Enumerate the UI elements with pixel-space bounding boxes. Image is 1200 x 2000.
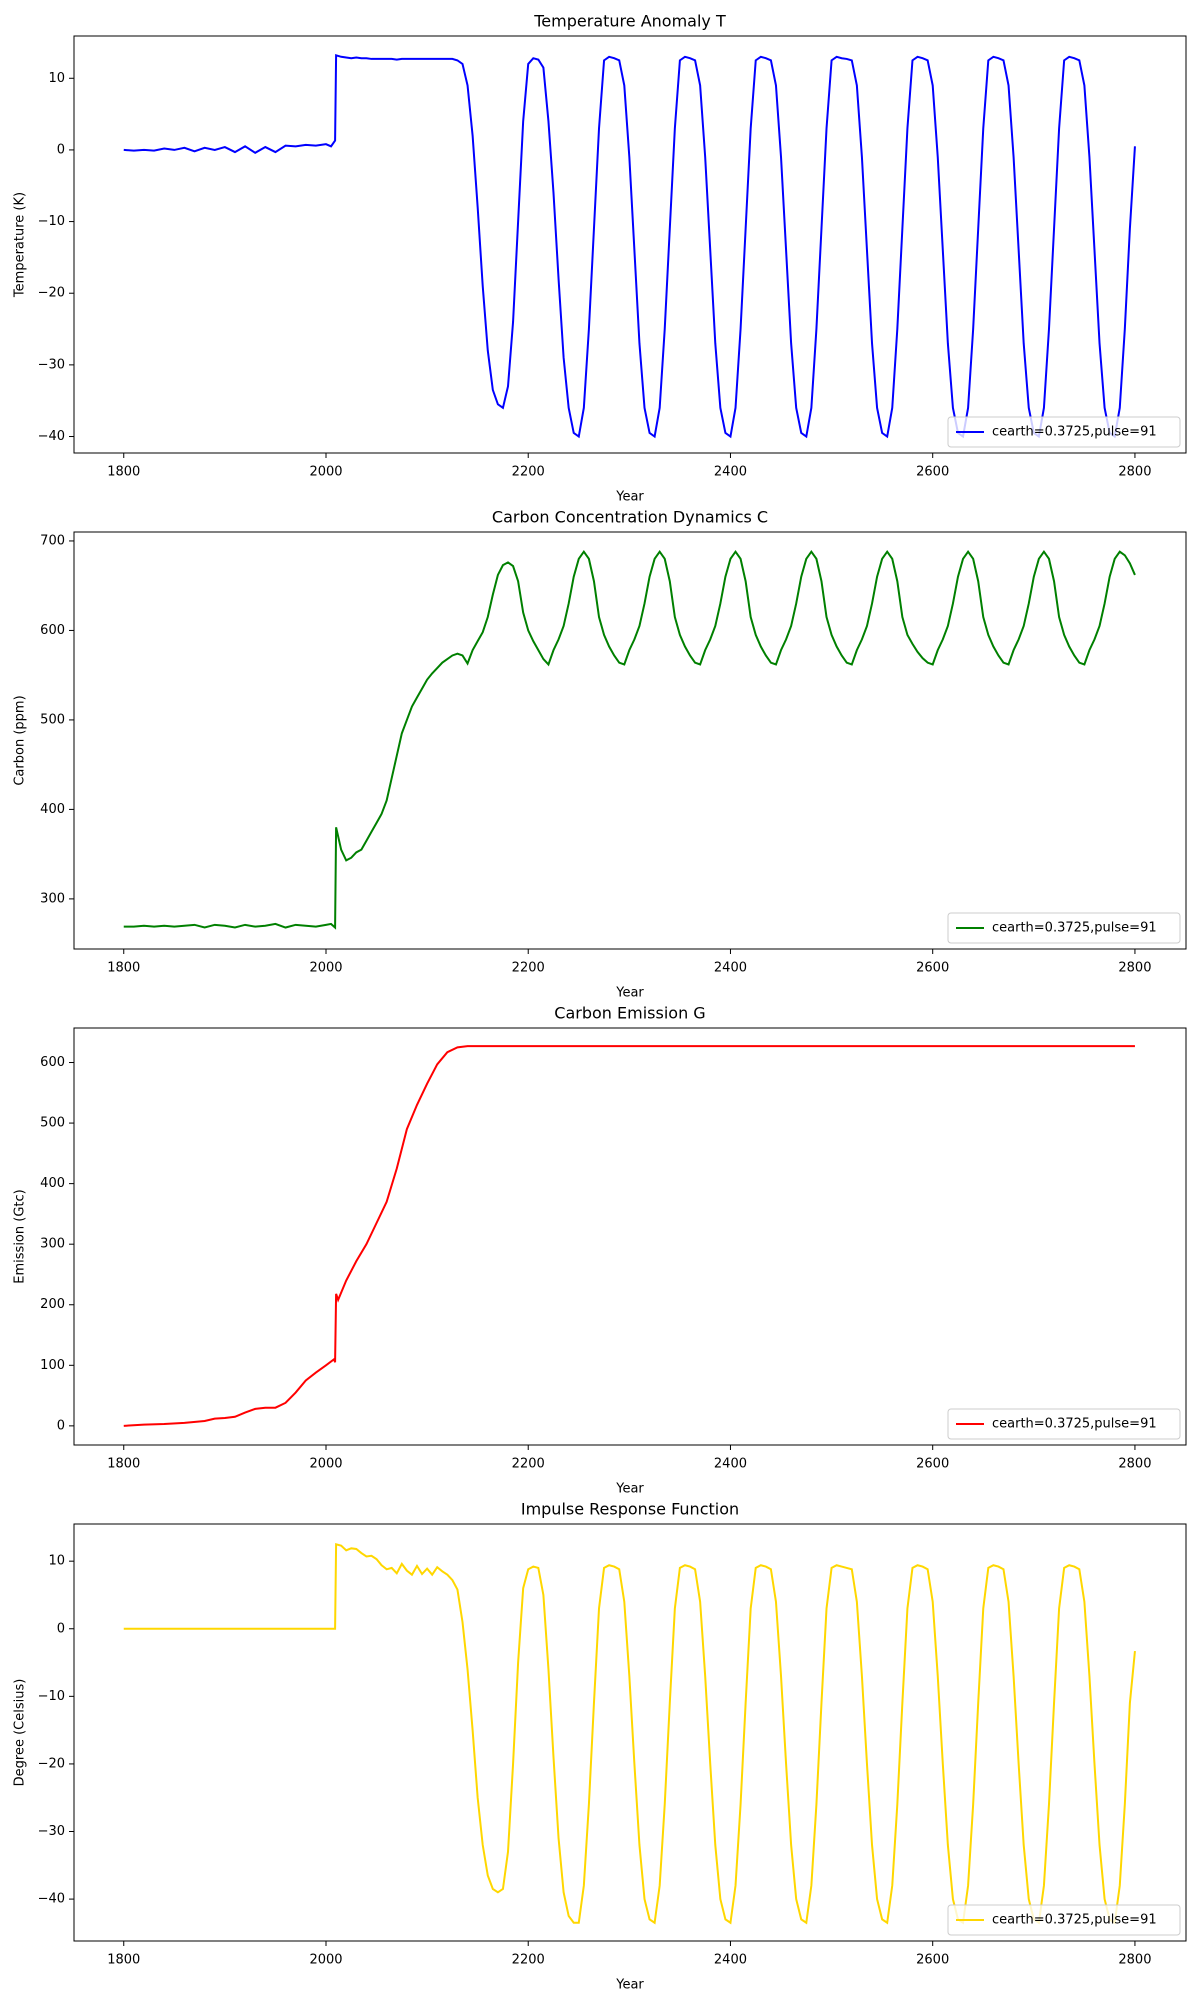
y-axis-label: Degree (Celsius) [13, 1679, 28, 1787]
x-axis-label: Year [615, 1482, 644, 1497]
plot-area [123, 549, 1136, 930]
x-axis-label: Year [615, 490, 644, 505]
x-axis-label: Year [615, 986, 644, 1001]
chart-title: Impulse Response Function [521, 1500, 739, 1519]
y-tick-label: 300 [40, 1237, 65, 1252]
y-tick-label: −10 [38, 214, 65, 229]
legend-label: cearth=0.3725,pulse=91 [992, 1417, 1157, 1432]
x-tick-label: 1800 [107, 1457, 140, 1472]
data-line [123, 1542, 1136, 1925]
x-tick-label: 2400 [714, 961, 747, 976]
chart: Impulse Response Function Year Degree (Cel… [13, 1500, 1187, 1993]
y-tick-label: 0 [57, 142, 65, 157]
y-tick-label: 10 [48, 71, 65, 86]
axes-frame [73, 35, 1187, 454]
y-tick-label: 10 [48, 1554, 65, 1569]
x-tick-label: 1800 [107, 961, 140, 976]
x-tick-label: 2400 [714, 1457, 747, 1472]
plot-area [123, 54, 1136, 439]
y-tick-label: 100 [40, 1358, 65, 1373]
y-tick-label: −10 [38, 1689, 65, 1704]
legend-box [947, 912, 1181, 944]
chart: Carbon Emission G Year Emission (Gtc) 1800 2… [13, 1004, 1187, 1497]
data-line [123, 1045, 1135, 1427]
legend-label: cearth=0.3725,pulse=91 [992, 1913, 1157, 1928]
y-tick-label: 400 [40, 1176, 65, 1191]
legend-label: cearth=0.3725,pulse=91 [992, 425, 1157, 440]
x-tick-label: 2400 [714, 1953, 747, 1968]
y-axis-label: Carbon (ppm) [13, 695, 28, 785]
x-axis-label: Year [615, 1978, 644, 1993]
y-tick-label: 700 [40, 533, 65, 548]
x-tick-label: 2600 [916, 961, 949, 976]
axes-frame [73, 531, 1187, 950]
x-tick-label: 2600 [916, 1953, 949, 1968]
data-line [123, 549, 1136, 930]
x-tick-label: 2200 [512, 1953, 545, 1968]
legend-box [947, 416, 1181, 448]
x-tick-label: 2000 [309, 961, 342, 976]
y-tick-label: 0 [57, 1621, 65, 1636]
x-tick-label: 2800 [1118, 465, 1151, 480]
chart-title: Temperature Anomaly T [533, 12, 726, 31]
y-tick-label: 500 [40, 1116, 65, 1131]
y-tick-label: −40 [38, 1892, 65, 1907]
y-tick-label: −30 [38, 357, 65, 372]
y-tick-label: −20 [38, 286, 65, 301]
chart-title: Carbon Emission G [554, 1004, 705, 1023]
x-tick-label: 2600 [916, 465, 949, 480]
data-line [123, 54, 1136, 439]
legend-label: cearth=0.3725,pulse=91 [992, 921, 1157, 936]
x-tick-label: 2400 [714, 465, 747, 480]
chart: Carbon Concentration Dynamics C Year Carbo… [13, 508, 1187, 1001]
y-tick-label: 200 [40, 1297, 65, 1312]
x-tick-label: 2000 [309, 1953, 342, 1968]
legend-box [947, 1408, 1181, 1440]
legend-box [947, 1904, 1181, 1936]
y-tick-label: −20 [38, 1756, 65, 1771]
plot-area [123, 1045, 1135, 1427]
y-tick-label: −30 [38, 1824, 65, 1839]
y-tick-label: 400 [40, 802, 65, 817]
axes-frame [73, 1523, 1187, 1942]
x-tick-label: 2800 [1118, 1457, 1151, 1472]
x-tick-label: 1800 [107, 1953, 140, 1968]
x-tick-label: 2800 [1118, 961, 1151, 976]
y-axis-label: Emission (Gtc) [13, 1189, 28, 1283]
axes-frame [73, 1027, 1187, 1446]
y-tick-label: 600 [40, 623, 65, 638]
y-axis-label: Temperature (K) [13, 192, 28, 298]
x-tick-label: 1800 [107, 465, 140, 480]
x-tick-label: 2800 [1118, 1953, 1151, 1968]
y-tick-label: 300 [40, 891, 65, 906]
x-tick-label: 2000 [309, 1457, 342, 1472]
y-tick-label: 500 [40, 712, 65, 727]
plot-area [123, 1542, 1136, 1925]
x-tick-label: 2200 [512, 465, 545, 480]
y-tick-label: 0 [57, 1418, 65, 1433]
x-tick-label: 2200 [512, 1457, 545, 1472]
y-tick-label: −40 [38, 429, 65, 444]
x-tick-label: 2000 [309, 465, 342, 480]
chart: Temperature Anomaly T Year Temperature (K)… [13, 12, 1187, 505]
x-tick-label: 2200 [512, 961, 545, 976]
x-tick-label: 2600 [916, 1457, 949, 1472]
chart-title: Carbon Concentration Dynamics C [492, 508, 768, 527]
y-tick-label: 600 [40, 1055, 65, 1070]
